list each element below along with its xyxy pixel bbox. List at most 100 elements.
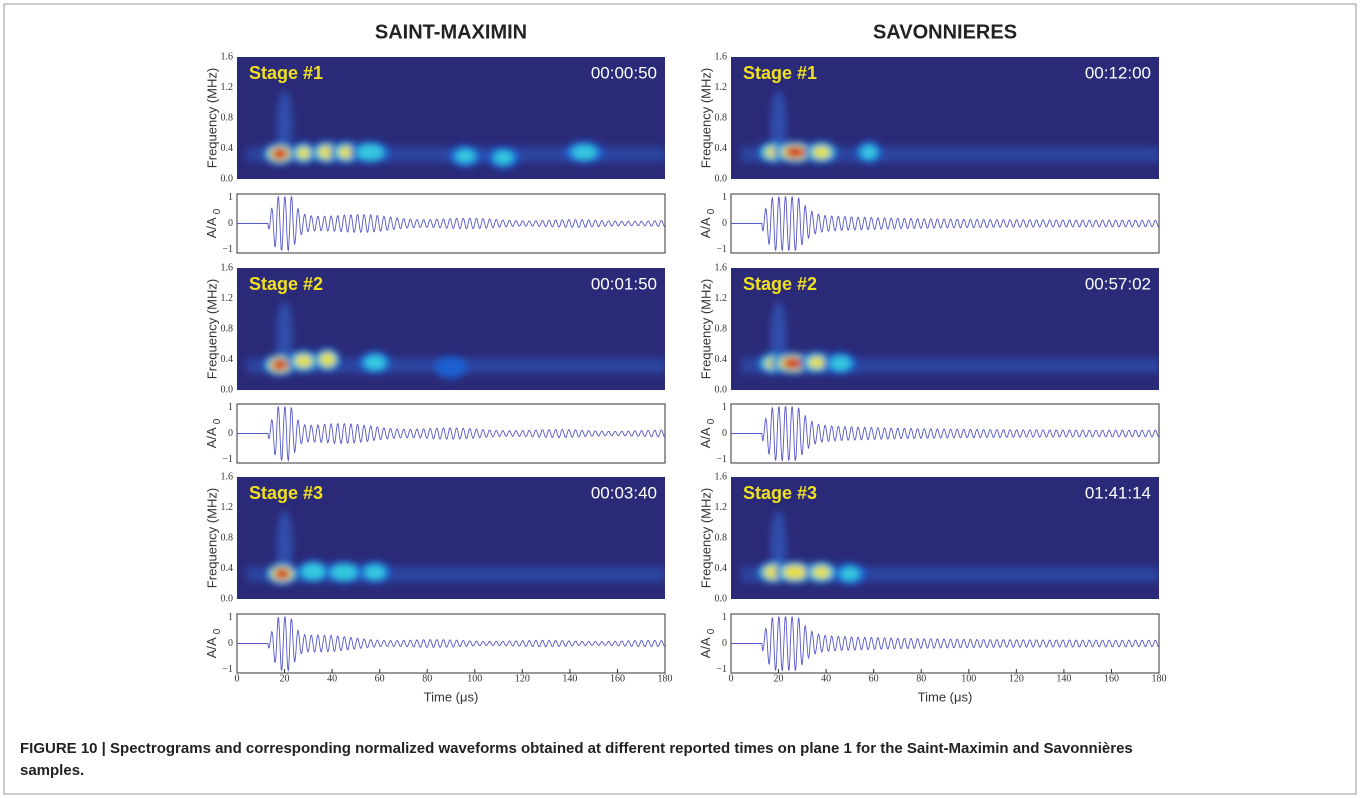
y-tick-label: −1: [222, 454, 233, 465]
y-tick-label: 0: [228, 428, 233, 439]
x-tick-label: 60: [375, 673, 385, 684]
x-tick-label: 160: [610, 673, 625, 684]
waveform: [237, 616, 665, 672]
y-tick-label: 0.0: [715, 173, 728, 184]
y-tick-label: 1.6: [221, 262, 234, 273]
x-tick-label: 180: [1152, 673, 1167, 684]
x-tick-label: 140: [1056, 673, 1071, 684]
y-axis-label: A/A 0: [698, 418, 716, 448]
waveform: [731, 405, 1159, 462]
x-tick-label: 160: [1104, 673, 1119, 684]
stage-label: Stage #3: [249, 483, 323, 503]
energy-blob: [493, 150, 513, 165]
axis-label-sub: 0: [212, 208, 223, 214]
y-tick-label: 1: [722, 192, 727, 203]
waveform-frame: [730, 403, 1160, 464]
spectrogram: [731, 57, 1159, 179]
column-title: SAINT-MAXIMIN: [375, 21, 527, 43]
waveform: [237, 406, 665, 462]
y-tick-label: 0.8: [221, 532, 234, 543]
x-tick-label: 80: [422, 673, 432, 684]
y-tick-label: 0.4: [221, 143, 234, 154]
spectrogram-energy: [741, 90, 1159, 164]
energy-blob: [330, 564, 358, 581]
waveform: [237, 195, 665, 252]
energy-blob: [274, 568, 290, 580]
y-tick-label: 0.4: [715, 143, 728, 154]
y-tick-label: 1: [722, 612, 727, 623]
x-axis-label: Time (μs): [424, 689, 479, 704]
spectrogram: [237, 477, 665, 599]
y-tick-label: 0.4: [221, 563, 234, 574]
y-tick-label: 1.2: [221, 82, 234, 93]
y-tick-label: 0.4: [715, 563, 728, 574]
spectrogram-energy: [247, 301, 665, 379]
waveform-frame: [236, 403, 666, 464]
y-tick-label: 0.0: [715, 593, 728, 604]
frame: [3, 3, 1357, 795]
y-tick-label: 0.0: [715, 384, 728, 395]
y-axis-label: Frequency (MHz): [204, 488, 219, 588]
y-tick-label: 1.6: [715, 262, 728, 273]
time-stamp: 00:01:50: [591, 274, 657, 293]
y-tick-label: 0.8: [715, 112, 728, 123]
y-tick-label: 0: [722, 428, 727, 439]
y-tick-label: 0.0: [221, 384, 234, 395]
spectrogram: [731, 477, 1159, 599]
energy-blob: [571, 145, 597, 160]
energy-blob: [785, 147, 805, 158]
y-tick-label: 1: [228, 402, 233, 413]
waveform-frame: [730, 613, 1160, 674]
y-tick-label: 0.8: [715, 323, 728, 334]
y-tick-label: 0: [722, 638, 727, 649]
x-tick-label: 120: [515, 673, 530, 684]
axis-label-main: A/A: [204, 637, 219, 658]
axis-label-main: A/A: [204, 217, 219, 238]
y-axis-label: Frequency (MHz): [204, 68, 219, 168]
energy-blob: [812, 146, 830, 159]
y-tick-label: 1.2: [715, 293, 728, 304]
y-tick-label: 1.6: [715, 51, 728, 62]
y-axis-label: Frequency (MHz): [698, 279, 713, 379]
y-axis-label: A/A 0: [204, 418, 222, 448]
y-tick-label: 1: [228, 192, 233, 203]
y-tick-label: 0.4: [221, 354, 234, 365]
y-tick-label: 1.6: [221, 471, 234, 482]
x-tick-label: 180: [658, 673, 673, 684]
y-tick-label: 1: [228, 612, 233, 623]
stage-label: Stage #1: [743, 63, 817, 83]
y-tick-label: 1.6: [221, 51, 234, 62]
x-tick-label: 0: [729, 673, 734, 684]
x-tick-label: 120: [1009, 673, 1024, 684]
axis-label-main: A/A: [698, 637, 713, 658]
time-stamp: 00:57:02: [1085, 274, 1151, 293]
time-stamp: 01:41:14: [1085, 483, 1151, 502]
y-axis-label: A/A 0: [204, 208, 222, 238]
y-tick-label: −1: [222, 244, 233, 255]
waveform-frame: [236, 193, 666, 254]
y-tick-label: 1.2: [715, 502, 728, 513]
energy-blob: [364, 565, 386, 580]
x-tick-label: 100: [467, 673, 482, 684]
energy-blob: [297, 147, 311, 159]
axis-label-sub: 0: [706, 208, 717, 214]
y-tick-label: 1.6: [715, 471, 728, 482]
y-tick-label: 0: [722, 218, 727, 229]
waveform: [731, 615, 1159, 672]
energy-blob: [783, 358, 803, 369]
y-tick-label: 0.8: [221, 323, 234, 334]
x-tick-label: 40: [821, 673, 831, 684]
x-tick-label: 20: [280, 673, 290, 684]
energy-blob: [455, 149, 475, 163]
y-axis-label: A/A 0: [204, 628, 222, 658]
energy-blob: [294, 354, 313, 368]
y-axis-label: Frequency (MHz): [204, 279, 219, 379]
caption: FIGURE 10 | Spectrograms and correspondi…: [20, 740, 1133, 779]
y-axis-label: A/A 0: [698, 628, 716, 658]
axis-label-sub: 0: [706, 418, 717, 424]
time-stamp: 00:03:40: [591, 483, 657, 502]
y-tick-label: 1.2: [221, 293, 234, 304]
axis-label-main: A/A: [698, 217, 713, 238]
x-tick-label: 20: [774, 673, 784, 684]
energy-blob: [272, 359, 288, 371]
